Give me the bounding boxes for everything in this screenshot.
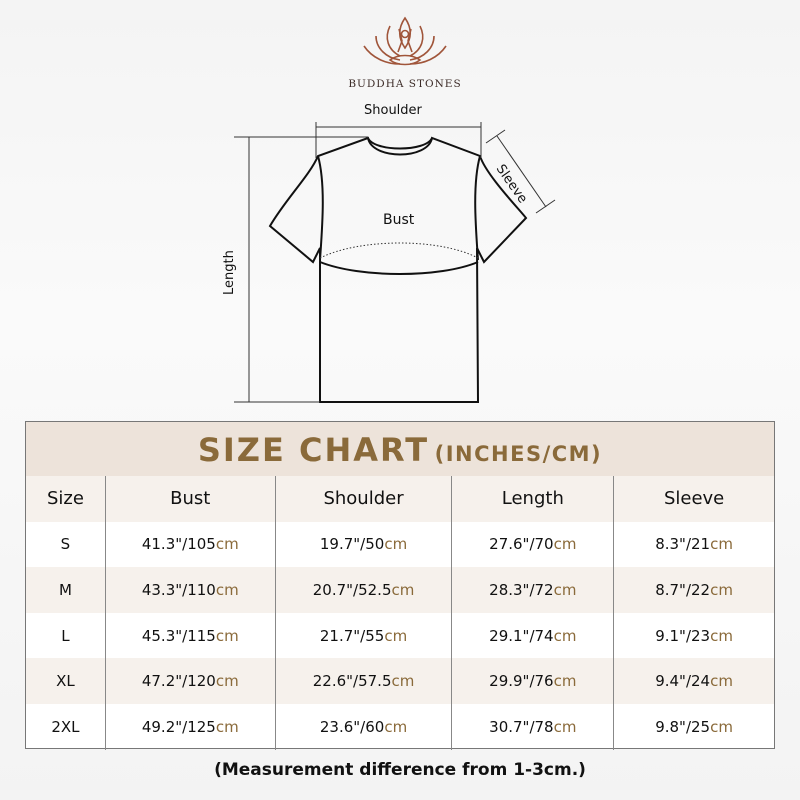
unit: cm [553, 672, 577, 691]
header-sleeve: Sleeve [613, 476, 774, 522]
value: 8.3"/21 [655, 535, 711, 554]
value: 47.2"/120 [141, 672, 216, 691]
value: 8.7"/22 [655, 580, 711, 599]
measurement-cell: 21.7"/55 cm [274, 612, 452, 659]
value: 20.7"/52.5 [312, 580, 392, 599]
value: 21.7"/55 [319, 626, 385, 645]
value: 43.3"/110 [141, 580, 216, 599]
length-label: Length [222, 250, 237, 295]
title-text: SIZE CHART [197, 431, 430, 469]
size-chart-table: SIZE CHART (INCHES/CM) Size Bust Shoulde… [25, 421, 775, 750]
unit: cm [215, 672, 239, 691]
unit: cm [215, 535, 239, 554]
unit: cm [384, 717, 408, 736]
unit: cm [710, 717, 733, 736]
unit: cm [215, 580, 239, 599]
unit: cm [553, 717, 577, 736]
header-length: Length [451, 476, 613, 522]
measurement-cell: 9.1"/23 cm [613, 612, 774, 659]
unit: cm [215, 626, 239, 645]
header-bust: Bust [104, 476, 275, 522]
measurement-cell: 22.6"/57.5 cm [274, 658, 452, 704]
value: 27.6"/70 [489, 535, 554, 554]
unit: cm [710, 580, 733, 599]
measurement-cell: 43.3"/110 cm [104, 567, 275, 613]
lotus-meditation-icon [363, 16, 447, 66]
table-row: L 45.3"/115 cm 21.7"/55 cm 29.1"/74 cm 9.1"/23 c… [26, 612, 774, 659]
brand-logo: BUDDHA STONES [340, 14, 470, 90]
brand-name: BUDDHA STONES [348, 78, 462, 90]
size-chart-title: SIZE CHART (INCHES/CM) [26, 422, 774, 476]
measurement-cell: 28.3"/72 cm [451, 567, 613, 613]
unit: cm [710, 535, 733, 554]
size-cell: M [58, 580, 72, 599]
value: 28.3"/72 [489, 580, 554, 599]
value: 29.1"/74 [489, 626, 554, 645]
size-cell: S [60, 535, 71, 554]
header-shoulder: Shoulder [274, 476, 452, 522]
unit: cm [553, 626, 577, 645]
value: 41.3"/105 [141, 535, 216, 554]
value: 29.9"/76 [489, 672, 554, 691]
unit: cm [215, 717, 239, 736]
table-row: 2XL 49.2"/125 cm 23.6"/60 cm 30.7"/78 cm 9.8"/2… [26, 703, 774, 750]
table-row: S 41.3"/105 cm 19.7"/50 cm 27.6"/70 cm 8.3"/21 c… [26, 521, 774, 568]
measurement-cell: 29.9"/76 cm [451, 658, 613, 704]
measurement-cell: 29.1"/74 cm [451, 612, 613, 659]
unit: cm [553, 535, 577, 554]
measurement-cell: 49.2"/125 cm [104, 703, 275, 750]
table-row: XL 47.2"/120 cm 22.6"/57.5 cm 29.9"/76 cm 9.4"/… [26, 658, 774, 704]
value: 23.6"/60 [319, 717, 385, 736]
measurement-cell: 9.8"/25 cm [613, 703, 774, 750]
footnote: (Measurement difference from 1-3cm.) [214, 760, 586, 780]
unit: cm [553, 580, 577, 599]
value: 9.4"/24 [655, 672, 711, 691]
value: 49.2"/125 [141, 717, 216, 736]
measurement-cell: 9.4"/24 cm [613, 658, 774, 704]
measurement-cell: 47.2"/120 cm [104, 658, 275, 704]
table-row: M 43.3"/110 cm 20.7"/52.5 cm 28.3"/72 cm 8.7"/2… [26, 567, 774, 613]
measurement-cell: 20.7"/52.5 cm [274, 567, 452, 613]
measurement-cell: 30.7"/78 cm [451, 703, 613, 750]
tshirt-diagram: Shoulder Bust Sleeve Length [0, 95, 800, 415]
value: 9.1"/23 [655, 626, 711, 645]
size-cell: XL [56, 672, 75, 691]
measurement-cell: 45.3"/115 cm [104, 612, 275, 659]
value: 9.8"/25 [655, 717, 711, 736]
unit: cm [710, 672, 733, 691]
value: 19.7"/50 [319, 535, 385, 554]
measurement-cell: 19.7"/50 cm [274, 521, 452, 568]
measurement-cell: 27.6"/70 cm [451, 521, 613, 568]
unit: cm [384, 626, 408, 645]
value: 22.6"/57.5 [312, 672, 392, 691]
measurement-cell: 23.6"/60 cm [274, 703, 452, 750]
size-cell: L [61, 626, 70, 645]
value: 45.3"/115 [141, 626, 216, 645]
measurement-cell: 8.3"/21 cm [613, 521, 774, 568]
header-row: Size Bust Shoulder Length Sleeve [26, 476, 774, 522]
measurement-cell: 8.7"/22 cm [613, 567, 774, 613]
bust-label: Bust [383, 212, 415, 228]
shoulder-label: Shoulder [364, 103, 422, 118]
units-text: (INCHES/CM) [434, 442, 603, 466]
unit: cm [391, 672, 415, 691]
unit: cm [710, 626, 733, 645]
size-cell: 2XL [51, 717, 80, 736]
measurement-cell: 41.3"/105 cm [104, 521, 275, 568]
unit: cm [384, 535, 408, 554]
tshirt-outline [268, 136, 528, 403]
value: 30.7"/78 [489, 717, 554, 736]
header-size: Size [46, 488, 84, 510]
unit: cm [391, 580, 415, 599]
